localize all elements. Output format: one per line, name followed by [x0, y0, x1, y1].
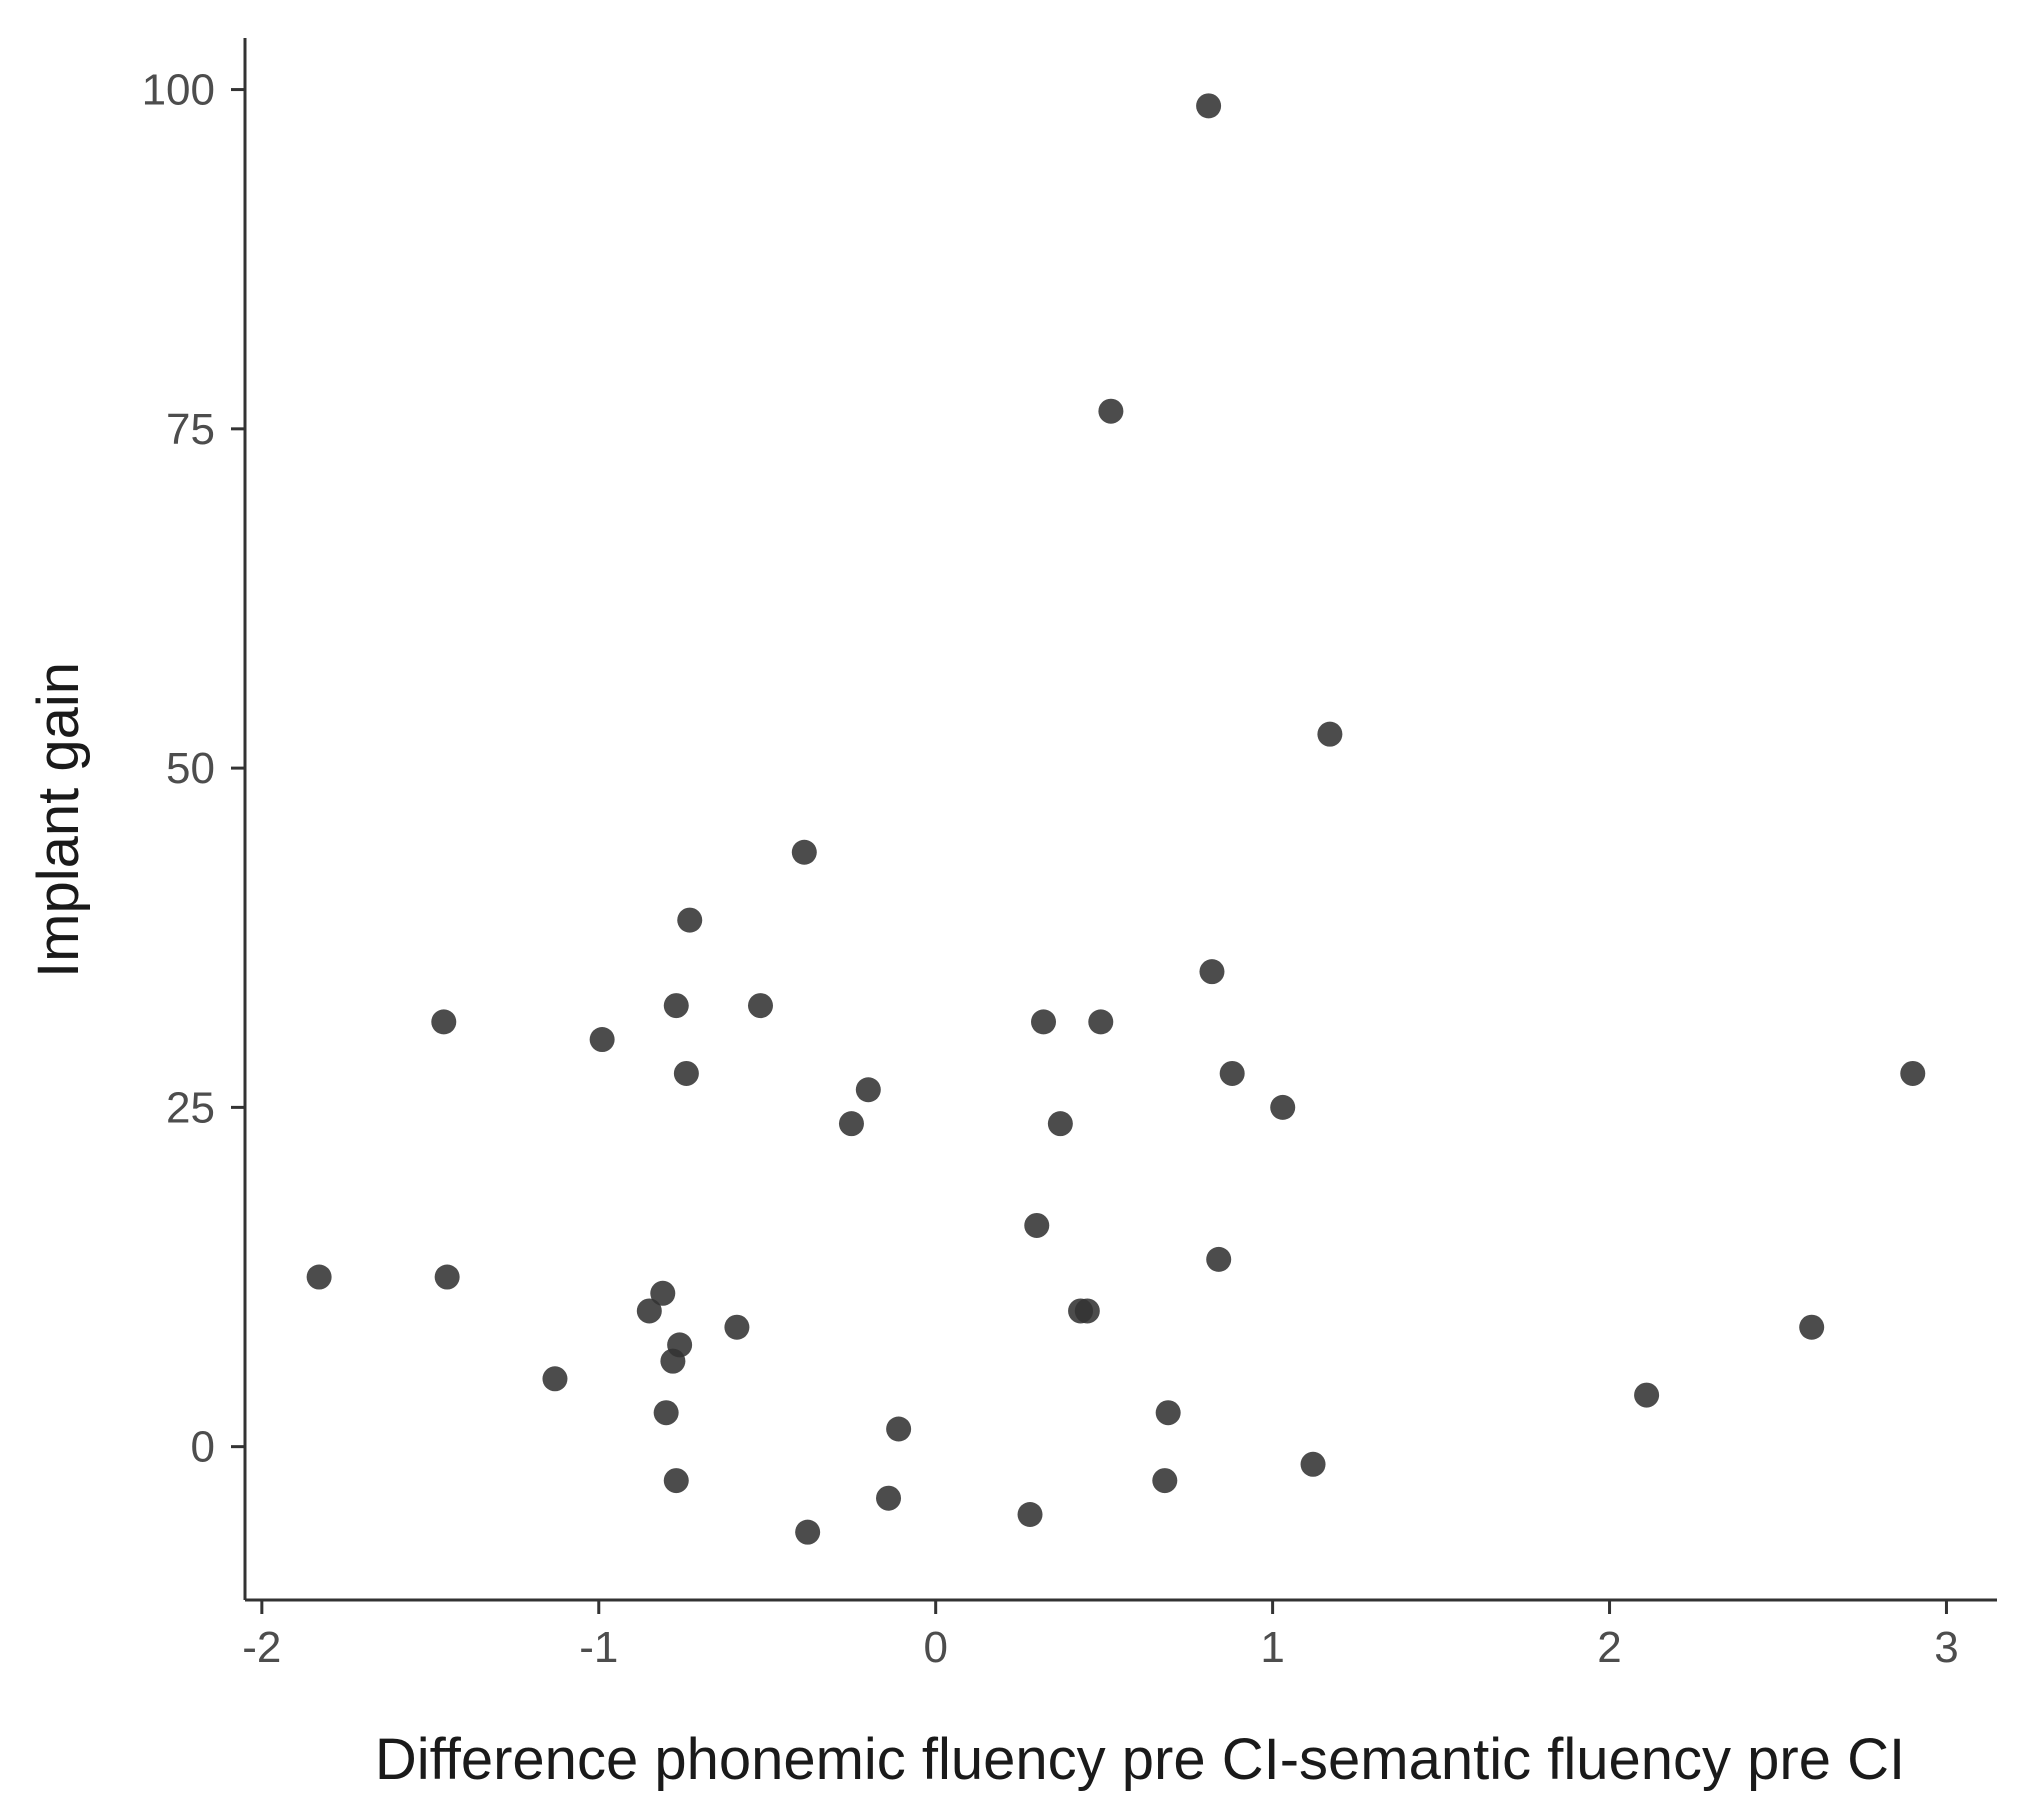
x-tick-label: -2 — [242, 1623, 281, 1672]
data-point — [1017, 1502, 1043, 1528]
data-point — [724, 1314, 750, 1340]
data-points — [306, 93, 1926, 1545]
x-axis: -2 -1 0 1 2 3 — [242, 1598, 1997, 1672]
data-point — [1199, 959, 1225, 985]
data-point — [747, 993, 773, 1019]
data-point — [1031, 1009, 1057, 1035]
y-tick-label: 25 — [166, 1083, 215, 1132]
data-point — [673, 1060, 699, 1086]
y-tick-label: 0 — [191, 1423, 215, 1472]
data-point — [667, 1332, 693, 1358]
data-point — [886, 1416, 912, 1442]
x-tick-label: 1 — [1260, 1623, 1284, 1672]
data-point — [838, 1111, 864, 1137]
data-point — [542, 1366, 568, 1392]
y-axis: 0 25 50 75 100 — [142, 38, 247, 1600]
data-point — [1206, 1246, 1232, 1272]
data-point — [1024, 1212, 1050, 1238]
data-point — [1900, 1060, 1926, 1086]
y-axis-title: Implant gain — [26, 662, 91, 978]
data-point — [1074, 1298, 1100, 1324]
data-point — [589, 1027, 615, 1053]
data-point — [1152, 1468, 1178, 1494]
data-point — [1799, 1314, 1825, 1340]
x-tick-label: 2 — [1597, 1623, 1621, 1672]
data-point — [653, 1400, 679, 1426]
data-point — [1300, 1451, 1326, 1477]
y-tick-label: 100 — [142, 66, 215, 115]
data-point — [677, 907, 703, 933]
x-tick-label: 0 — [923, 1623, 947, 1672]
data-point — [650, 1280, 676, 1306]
data-point — [876, 1485, 902, 1511]
data-point — [434, 1264, 460, 1290]
data-point — [431, 1009, 457, 1035]
data-point — [855, 1077, 881, 1103]
data-point — [1155, 1400, 1181, 1426]
data-point — [636, 1298, 662, 1324]
data-point — [1047, 1111, 1073, 1137]
data-point — [1219, 1060, 1245, 1086]
x-tick-label: 3 — [1934, 1623, 1958, 1672]
y-tick-label: 75 — [166, 405, 215, 454]
data-point — [1317, 721, 1343, 747]
data-point — [791, 839, 817, 865]
data-point — [663, 1468, 689, 1494]
data-point — [1634, 1382, 1660, 1408]
data-point — [1270, 1094, 1296, 1120]
x-tick-label: -1 — [579, 1623, 618, 1672]
data-point — [306, 1264, 332, 1290]
data-point — [1098, 398, 1124, 424]
data-point — [663, 993, 689, 1019]
y-tick-label: 50 — [166, 744, 215, 793]
x-axis-title: Difference phonemic fluency pre CI-seman… — [375, 1727, 1905, 1792]
data-point — [1196, 93, 1222, 119]
data-point — [1088, 1009, 1114, 1035]
data-point — [795, 1519, 821, 1545]
